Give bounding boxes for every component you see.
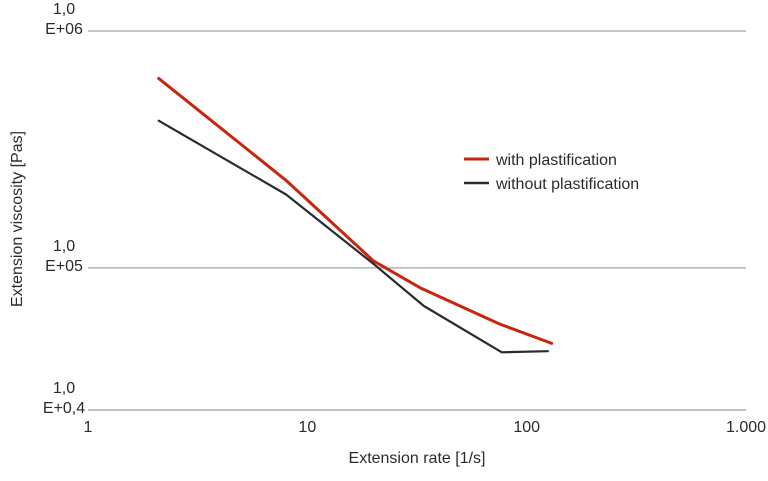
series-line-1 — [157, 119, 550, 354]
x-axis-label: Extension rate [1/s] — [349, 450, 486, 467]
series-line-0 — [157, 76, 554, 345]
x-tick-label-0: 1 — [84, 419, 93, 436]
legend: with plastification without plastificatio… — [464, 152, 639, 193]
x-tick-label-1: 10 — [298, 419, 316, 436]
x-tick-label-2: 100 — [513, 419, 540, 436]
y-axis-tick-labels: 1,0 E+06 1,0 E+05 1,0 E+0,4 — [43, 1, 85, 417]
y-axis-label: Extension viscosity [Pas] — [9, 131, 26, 307]
y-tick-label-0: 1,0 E+06 — [45, 1, 83, 38]
x-tick-label-3: 1.000 — [726, 419, 766, 436]
series — [157, 76, 554, 354]
y-tick-label-1: 1,0 E+05 — [45, 238, 83, 275]
grid — [88, 30, 746, 269]
y-tick-label-2: 1,0 E+0,4 — [43, 380, 85, 417]
legend-label-1: without plastification — [495, 176, 639, 193]
legend-label-0: with plastification — [495, 152, 617, 169]
x-axis-tick-labels: 1 10 100 1.000 — [84, 419, 767, 436]
